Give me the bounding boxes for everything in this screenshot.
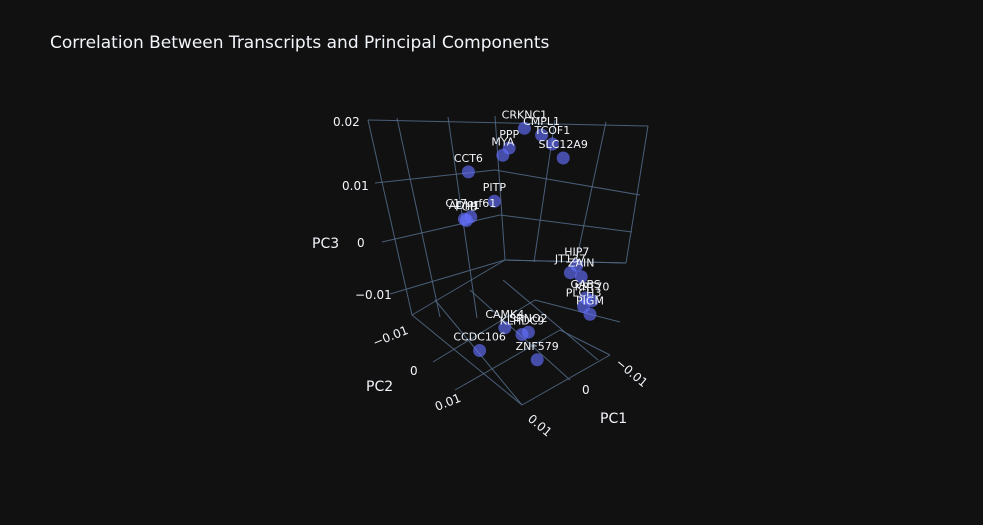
data-label: CCT6 [454, 152, 483, 165]
data-point[interactable] [515, 328, 529, 341]
y-axis-title: PC2 [366, 379, 393, 395]
data-label: JT137 [554, 253, 586, 266]
y-tick-label: −0.01 [371, 323, 410, 350]
grid-line [575, 121, 607, 263]
data-label: PIGM [576, 294, 604, 307]
grid-line [494, 115, 506, 261]
data-point[interactable] [574, 270, 588, 284]
x-tick-label: 0 [582, 383, 590, 397]
data-label: CMPL1 [523, 115, 560, 128]
data-label: PITP [483, 181, 507, 194]
y-tick-label: 0.01 [433, 391, 463, 414]
grid-line [454, 329, 561, 391]
grid-line [534, 299, 621, 323]
data-point[interactable] [496, 148, 510, 162]
data-point[interactable] [473, 344, 487, 357]
data-point[interactable] [563, 266, 577, 280]
grid-line [381, 214, 501, 243]
data-label: CRKNC1 [502, 108, 547, 121]
grid-line [367, 119, 413, 316]
grid-line [432, 299, 536, 363]
data-point[interactable] [459, 214, 473, 227]
x-axis-title: PC1 [600, 411, 627, 427]
grid [367, 115, 649, 406]
data-label: KRT70 [575, 281, 610, 294]
data-label: PPP [499, 128, 519, 141]
grid-line [411, 314, 523, 406]
grid-line [367, 119, 649, 127]
y-tick-label: 0 [410, 364, 418, 378]
x-tick-label: −0.01 [613, 356, 650, 390]
data-point[interactable] [461, 165, 475, 179]
data-point[interactable] [583, 307, 597, 321]
data-point[interactable] [498, 321, 512, 335]
data-label: FGB [455, 201, 477, 214]
data-label: SRNO2 [509, 312, 548, 325]
data-label: HIP7 [564, 245, 589, 258]
grid-line [494, 169, 641, 196]
data-label: KLHDC9 [500, 315, 545, 328]
data-points [457, 121, 599, 367]
data-point[interactable] [556, 151, 570, 165]
data-label: ADH1 [449, 199, 480, 212]
grid-line [389, 259, 506, 295]
z-tick-label: 0 [357, 236, 365, 250]
data-label: ZNF579 [516, 340, 559, 353]
grid-line [374, 169, 496, 184]
data-label: SLC12A9 [539, 138, 588, 151]
data-point[interactable] [545, 137, 559, 151]
z-tick-label: −0.01 [355, 288, 392, 302]
z-tick-label: 0.02 [333, 115, 360, 129]
grid-line [499, 214, 633, 233]
data-label: GABS [570, 278, 600, 291]
grid-line [559, 329, 611, 356]
data-label: ZAIN [568, 257, 595, 270]
data-point[interactable] [535, 128, 549, 142]
x-tick-label: 0.01 [525, 412, 554, 440]
grid-line [521, 354, 611, 406]
grid-line [502, 279, 599, 361]
data-label: MYA [491, 135, 514, 148]
chart-title: Correlation Between Transcripts and Prin… [50, 33, 550, 53]
z-tick-label: 0.01 [342, 179, 369, 193]
data-label: TCOF1 [534, 124, 571, 137]
data-label: CAMK4 [485, 308, 524, 321]
data-point[interactable] [487, 194, 501, 208]
data-point[interactable] [517, 121, 531, 135]
grid-line [504, 259, 627, 264]
grid-line [411, 259, 506, 316]
data-label: C17orf61 [445, 197, 496, 210]
z-axis-title: PC3 [312, 236, 339, 252]
grid-line [396, 117, 441, 318]
data-label: CCDC106 [453, 331, 506, 344]
data-label: PLCH3 [566, 287, 602, 300]
data-point[interactable] [530, 353, 544, 367]
